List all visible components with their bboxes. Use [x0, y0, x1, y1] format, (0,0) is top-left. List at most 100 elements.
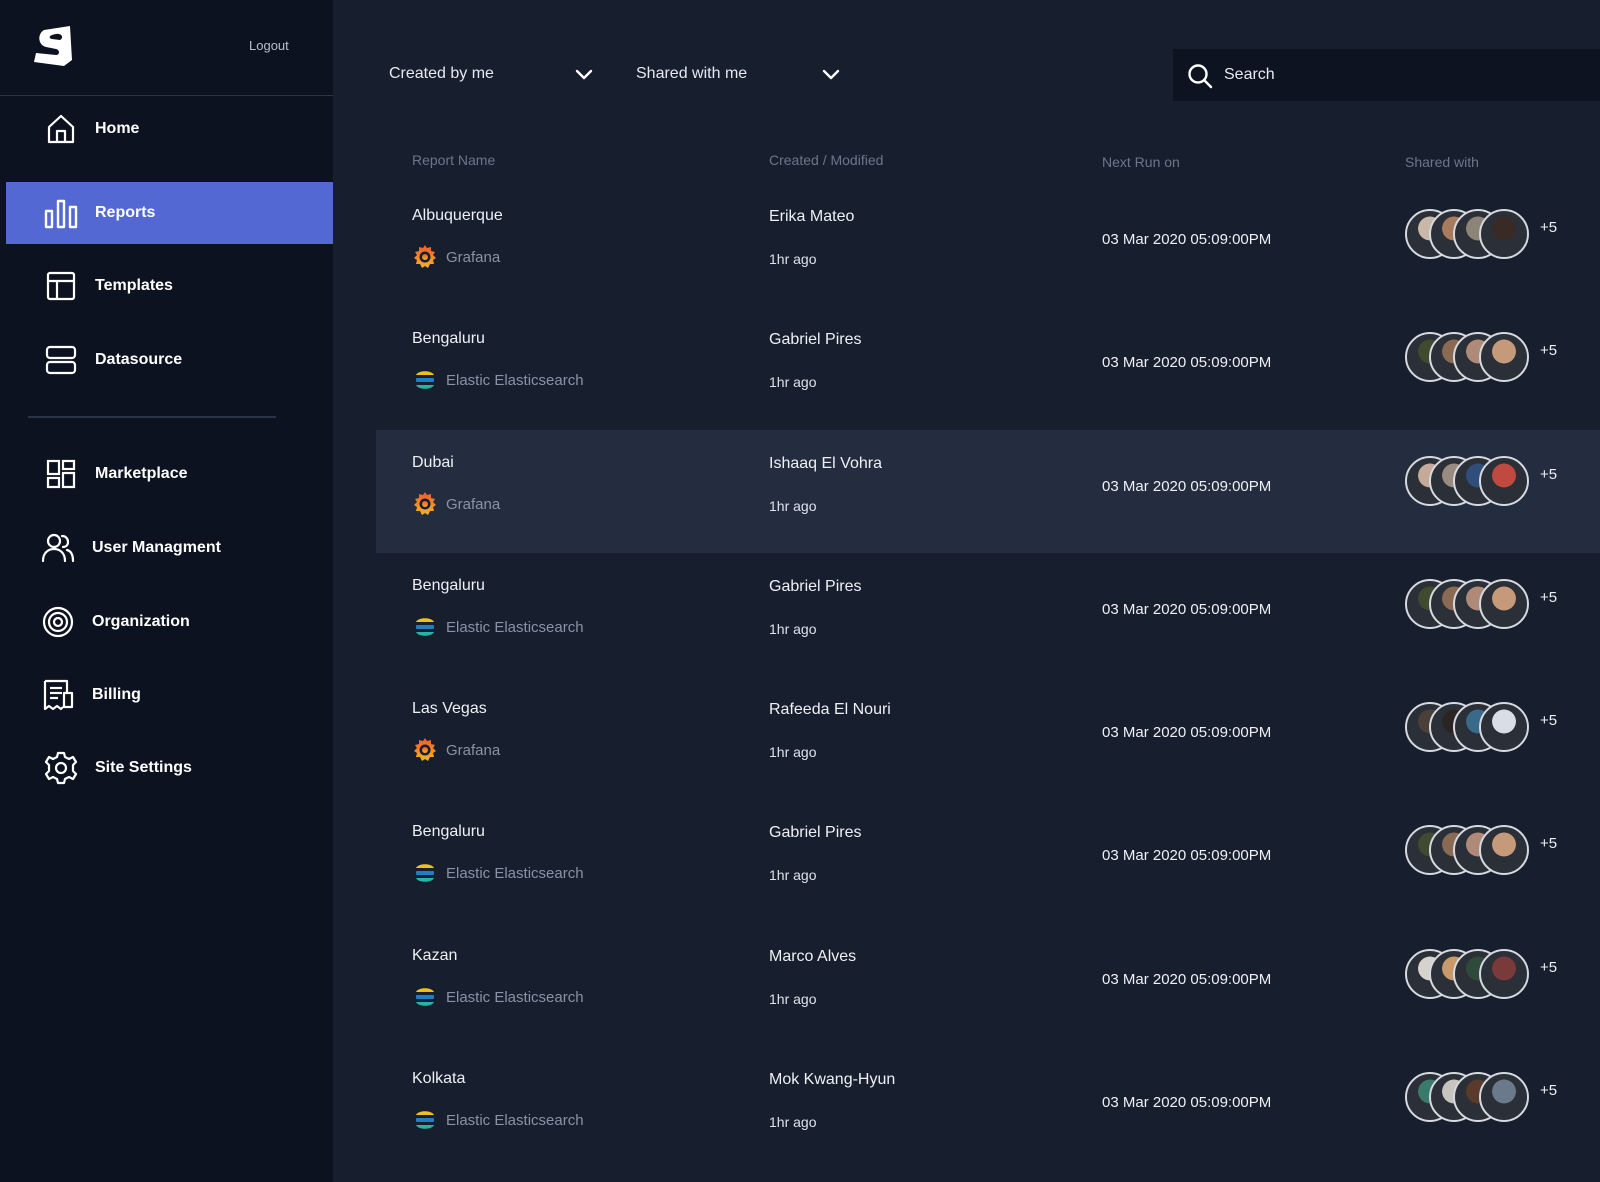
- report-source: Elastic Elasticsearch: [412, 366, 584, 394]
- elasticsearch-icon: [412, 1107, 438, 1133]
- report-source-label: Elastic Elasticsearch: [446, 864, 584, 882]
- grafana-icon: [412, 737, 438, 763]
- shared-more-count[interactable]: +5: [1540, 959, 1558, 976]
- table-row[interactable]: Las Vegas Grafana Rafeeda El Nouri 1hr ago…: [376, 676, 1600, 799]
- shared-avatars[interactable]: [1405, 579, 1531, 629]
- report-source: Grafana: [412, 243, 500, 271]
- sidebar-item-label: User Managment: [92, 539, 221, 556]
- report-name: Las Vegas: [412, 700, 487, 717]
- sidebar-item-datasource[interactable]: Datasource: [0, 329, 333, 391]
- sidebar-item-label: Site Settings: [95, 759, 192, 776]
- report-source-label: Grafana: [446, 248, 501, 266]
- table-row[interactable]: Bengaluru Elastic Elasticsearch Gabriel P…: [376, 553, 1600, 676]
- report-source: Elastic Elasticsearch: [412, 859, 584, 887]
- shared-avatars[interactable]: [1405, 1072, 1531, 1122]
- sidebar-item-label: Organization: [92, 613, 190, 630]
- app-logo[interactable]: [34, 26, 76, 66]
- shared-more-count[interactable]: +5: [1540, 1082, 1558, 1099]
- report-source-label: Grafana: [446, 741, 501, 759]
- avatar[interactable]: [1479, 456, 1529, 506]
- elasticsearch-icon: [412, 614, 438, 640]
- report-modified-time: 1hr ago: [769, 621, 817, 637]
- report-next-run: 03 Mar 2020 05:09:00PM: [1102, 601, 1272, 618]
- shared-avatars[interactable]: [1405, 332, 1531, 382]
- avatar[interactable]: [1479, 1072, 1529, 1122]
- sidebar-item-organization[interactable]: Organization: [0, 591, 333, 653]
- grafana-icon: [412, 491, 438, 517]
- sidebar-item-label: Home: [95, 120, 140, 137]
- table-row[interactable]: Bengaluru Elastic Elasticsearch Gabriel P…: [376, 306, 1600, 429]
- avatar[interactable]: [1479, 949, 1529, 999]
- column-header-shared-with[interactable]: Shared with: [1405, 154, 1479, 170]
- users-icon: [41, 531, 75, 565]
- report-source-label: Elastic Elasticsearch: [446, 988, 584, 1006]
- report-next-run: 03 Mar 2020 05:09:00PM: [1102, 478, 1272, 495]
- report-owner: Marco Alves: [769, 948, 857, 965]
- shared-more-count[interactable]: +5: [1540, 466, 1558, 483]
- search-icon[interactable]: [1187, 63, 1213, 89]
- report-modified-time: 1hr ago: [769, 251, 817, 267]
- server-icon: [44, 343, 78, 377]
- report-next-run: 03 Mar 2020 05:09:00PM: [1102, 847, 1272, 864]
- avatar[interactable]: [1479, 209, 1529, 259]
- report-name: Kolkata: [412, 1070, 466, 1087]
- table-row[interactable]: Albuquerque Grafana Erika Mateo 1hr ago 03 …: [376, 183, 1600, 306]
- report-name: Bengaluru: [412, 330, 485, 347]
- sidebar-item-site-settings[interactable]: Site Settings: [0, 737, 333, 799]
- sidebar-item-label: Datasource: [95, 351, 183, 368]
- sidebar: Logout Home Reports: [0, 0, 333, 1182]
- column-header-report-name[interactable]: Report Name: [412, 152, 496, 168]
- report-source-label: Elastic Elasticsearch: [446, 371, 584, 389]
- sidebar-item-marketplace[interactable]: Marketplace: [0, 443, 333, 505]
- column-header-created-modified[interactable]: Created / Modified: [769, 152, 884, 168]
- bar-chart-icon: [44, 196, 78, 230]
- shared-avatars[interactable]: [1405, 949, 1531, 999]
- report-next-run: 03 Mar 2020 05:09:00PM: [1102, 354, 1272, 371]
- shared-more-count[interactable]: +5: [1540, 712, 1558, 729]
- shared-avatars[interactable]: [1405, 209, 1531, 259]
- sidebar-item-billing[interactable]: Billing: [0, 664, 333, 726]
- table-row[interactable]: Dubai Grafana Ishaaq El Vohra 1hr ago 03 Ma…: [376, 430, 1600, 553]
- report-source: Grafana: [412, 736, 500, 764]
- avatar[interactable]: [1479, 579, 1529, 629]
- shared-more-count[interactable]: +5: [1540, 835, 1558, 852]
- avatar[interactable]: [1479, 332, 1529, 382]
- elasticsearch-icon: [412, 860, 438, 886]
- shared-more-count[interactable]: +5: [1540, 342, 1558, 359]
- report-name: Albuquerque: [412, 207, 503, 224]
- logout-link[interactable]: Logout: [249, 38, 289, 53]
- table-row[interactable]: Kolkata Elastic Elasticsearch Mok Kwang-H…: [376, 1046, 1600, 1169]
- shared-more-count[interactable]: +5: [1540, 589, 1558, 606]
- sidebar-item-label: Reports: [95, 204, 156, 221]
- shared-avatars[interactable]: [1405, 825, 1531, 875]
- report-next-run: 03 Mar 2020 05:09:00PM: [1102, 971, 1272, 988]
- shared-avatars[interactable]: [1405, 456, 1531, 506]
- column-header-next-run[interactable]: Next Run on: [1102, 154, 1180, 170]
- sidebar-item-templates[interactable]: Templates: [0, 255, 333, 317]
- sidebar-item-user-management[interactable]: User Managment: [0, 517, 333, 579]
- report-modified-time: 1hr ago: [769, 498, 817, 514]
- avatar[interactable]: [1479, 702, 1529, 752]
- created-by-filter-label: Created by me: [389, 65, 494, 82]
- report-modified-time: 1hr ago: [769, 991, 817, 1007]
- table-row[interactable]: Kazan Elastic Elasticsearch Marco Alves 1h…: [376, 923, 1600, 1046]
- report-source: Elastic Elasticsearch: [412, 983, 584, 1011]
- sidebar-item-reports[interactable]: Reports: [6, 182, 333, 244]
- chevron-down-icon: [574, 68, 594, 82]
- report-source-label: Elastic Elasticsearch: [446, 618, 584, 636]
- shared-more-count[interactable]: +5: [1540, 219, 1558, 236]
- created-by-filter[interactable]: Created by me: [389, 58, 595, 90]
- report-owner: Gabriel Pires: [769, 331, 862, 348]
- avatar[interactable]: [1479, 825, 1529, 875]
- report-modified-time: 1hr ago: [769, 867, 817, 883]
- search-input[interactable]: [1224, 61, 1584, 89]
- shared-avatars[interactable]: [1405, 702, 1531, 752]
- table-row[interactable]: Bengaluru Elastic Elasticsearch Gabriel P…: [376, 799, 1600, 922]
- sidebar-divider: [0, 95, 333, 96]
- report-source-label: Grafana: [446, 495, 501, 513]
- report-owner: Gabriel Pires: [769, 578, 862, 595]
- report-modified-time: 1hr ago: [769, 744, 817, 760]
- sidebar-divider: [28, 416, 276, 418]
- shared-with-filter[interactable]: Shared with me: [636, 58, 842, 90]
- sidebar-item-home[interactable]: Home: [0, 98, 333, 160]
